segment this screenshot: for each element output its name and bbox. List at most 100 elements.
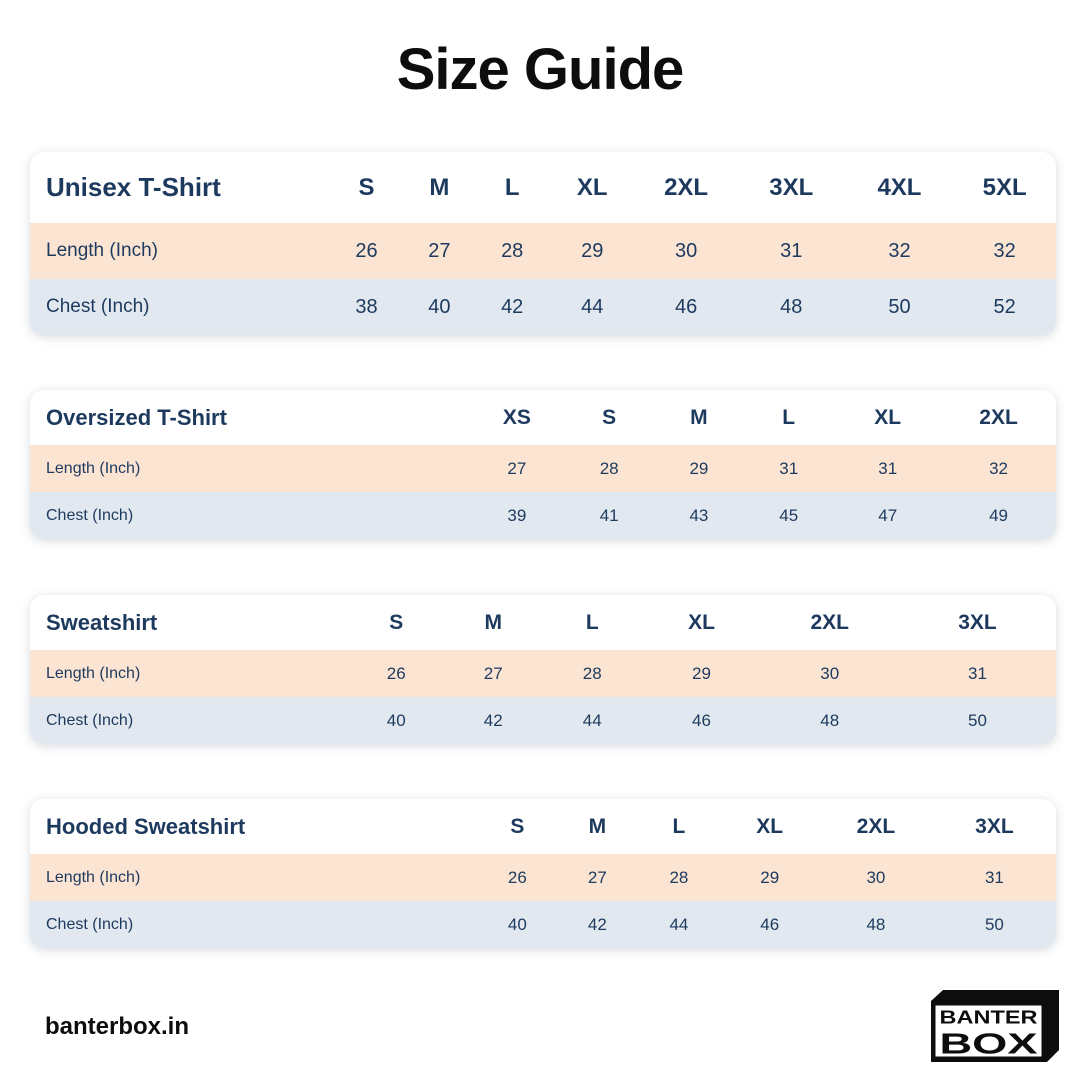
size-column-header: 4XL [877, 173, 922, 201]
size-table: Hooded Sweatshirt S M L XL 2XL 3XL Length (Inch… [30, 799, 1056, 948]
size-header-row: Oversized T-Shirt XS S M L XL 2XL [30, 390, 1056, 445]
measurement-value: 29 [692, 663, 711, 683]
size-column-header: L [672, 814, 686, 838]
measurement-row-label: Length (Inch) [46, 868, 141, 886]
size-column-header: XS [502, 405, 531, 429]
size-header-row: Hooded Sweatshirt S M L XL 2XL 3XL [30, 799, 1056, 854]
measurement-row-label: Chest (Inch) [46, 296, 150, 317]
measurement-value: 49 [989, 505, 1008, 525]
measurement-value: 46 [692, 710, 711, 730]
size-column-header: L [782, 405, 796, 429]
size-column-header: 3XL [975, 814, 1014, 838]
size-column-header: 5XL [982, 173, 1027, 201]
measurement-value: 48 [820, 710, 840, 730]
measurement-value: 28 [501, 239, 524, 262]
size-column-header: M [588, 814, 607, 838]
measurement-value: 30 [674, 239, 698, 262]
size-table: Unisex T-Shirt S M L XL 2XL 3XL 4XL 5XL Length (I… [30, 152, 1056, 335]
measurement-value: 31 [779, 458, 799, 478]
measurement-row-label: Chest (Inch) [46, 915, 134, 933]
measurement-value: 40 [428, 295, 451, 318]
page-title: Size Guide [396, 37, 685, 102]
measurement-value: 42 [501, 295, 524, 318]
measurement-value: 38 [355, 295, 378, 318]
logo-text-box: BOX [940, 1029, 1039, 1061]
size-column-header: S [389, 610, 404, 634]
measurement-value: 44 [581, 295, 604, 318]
logo-face [935, 1005, 1042, 1057]
measurement-value: 32 [989, 458, 1008, 478]
size-column-header: 3XL [958, 610, 997, 634]
size-column-header: XL [874, 405, 902, 429]
measurement-value: 50 [968, 710, 987, 730]
measurement-value: 42 [483, 710, 503, 730]
measurement-value: 50 [984, 914, 1004, 934]
measurement-value: 26 [355, 239, 378, 262]
measurement-value: 40 [386, 710, 406, 730]
measurement-value: 28 [582, 663, 602, 683]
measurement-value: 41 [599, 505, 619, 525]
measurement-value: 47 [878, 505, 898, 525]
product-name: Oversized T-Shirt [46, 404, 227, 430]
size-table-unisex-t-shirt: Unisex T-Shirt S M L XL 2XL 3XL 4XL 5XL Length (I… [30, 152, 1056, 335]
size-table: Sweatshirt S M L XL 2XL 3XL Length (Inch) 26 27 28… [30, 595, 1056, 744]
size-column-header: M [690, 405, 708, 429]
size-column-header: 2XL [979, 405, 1018, 429]
measurement-value: 29 [581, 239, 604, 262]
measurement-value: 31 [780, 239, 803, 262]
size-column-header: L [504, 173, 520, 201]
measurement-value: 44 [669, 914, 689, 934]
measurement-row-label: Chest (Inch) [46, 506, 134, 524]
measurement-value: 27 [587, 867, 607, 887]
product-name: Unisex T-Shirt [46, 172, 221, 202]
measurement-value: 32 [993, 239, 1016, 262]
measurement-row-label: Length (Inch) [46, 664, 141, 682]
size-table-hooded-sweatshirt: Hooded Sweatshirt S M L XL 2XL 3XL Length (Inch… [30, 799, 1056, 948]
size-column-header: S [510, 814, 525, 838]
size-header-row: Unisex T-Shirt S M L XL 2XL 3XL 4XL 5XL [30, 152, 1056, 223]
measurement-row: Length (Inch) 26 27 28 29 30 31 [30, 650, 1056, 697]
size-column-header: 3XL [769, 173, 814, 201]
measurement-value: 31 [968, 663, 987, 683]
size-column-header: S [358, 173, 375, 201]
product-name: Sweatshirt [46, 609, 158, 635]
measurement-value: 50 [888, 295, 911, 318]
measurement-value: 30 [820, 663, 840, 683]
banterbox-logo-icon: BANTER BOX [931, 990, 1059, 1062]
measurement-row: Length (Inch) 26 27 28 29 30 31 [30, 854, 1056, 901]
logo-text-banter: BANTER [940, 1007, 1038, 1028]
measurement-value: 27 [483, 663, 503, 683]
size-table-sweatshirt: Sweatshirt S M L XL 2XL 3XL Length (Inch) 26 27 28… [30, 595, 1056, 744]
measurement-row-label: Chest (Inch) [46, 711, 134, 729]
measurement-value: 31 [878, 458, 898, 478]
measurement-value: 46 [674, 295, 698, 318]
measurement-value: 40 [507, 914, 527, 934]
size-column-header: S [602, 405, 617, 429]
measurement-row: Chest (Inch) 40 42 44 46 48 50 [30, 901, 1056, 948]
measurement-value: 31 [984, 867, 1004, 887]
measurement-value: 32 [888, 239, 911, 262]
size-column-header: XL [688, 610, 715, 634]
measurement-value: 28 [599, 458, 619, 478]
measurement-value: 30 [866, 867, 886, 887]
measurement-value: 43 [689, 505, 709, 525]
size-header-row: Sweatshirt S M L XL 2XL 3XL [30, 595, 1056, 650]
measurement-value: 27 [507, 458, 527, 478]
size-column-header: 2XL [810, 610, 849, 634]
measurement-row: Chest (Inch) 38 40 42 44 46 48 50 52 [30, 279, 1056, 335]
measurement-value: 26 [507, 867, 527, 887]
size-column-header: L [585, 610, 599, 634]
size-table: Oversized T-Shirt XS S M L XL 2XL Length (Inch)… [30, 390, 1056, 539]
size-table-oversized-t-shirt: Oversized T-Shirt XS S M L XL 2XL Length (Inch)… [30, 390, 1056, 539]
measurement-value: 39 [507, 505, 527, 525]
measurement-value: 27 [428, 239, 451, 262]
measurement-value: 29 [760, 867, 780, 887]
measurement-value: 52 [993, 295, 1016, 318]
measurement-value: 42 [587, 914, 607, 934]
size-column-header: 2XL [856, 814, 896, 838]
measurement-value: 29 [689, 458, 709, 478]
measurement-value: 46 [760, 914, 780, 934]
measurement-row: Length (Inch) 27 28 29 31 31 32 [30, 445, 1056, 492]
measurement-row-label: Length (Inch) [46, 240, 158, 261]
